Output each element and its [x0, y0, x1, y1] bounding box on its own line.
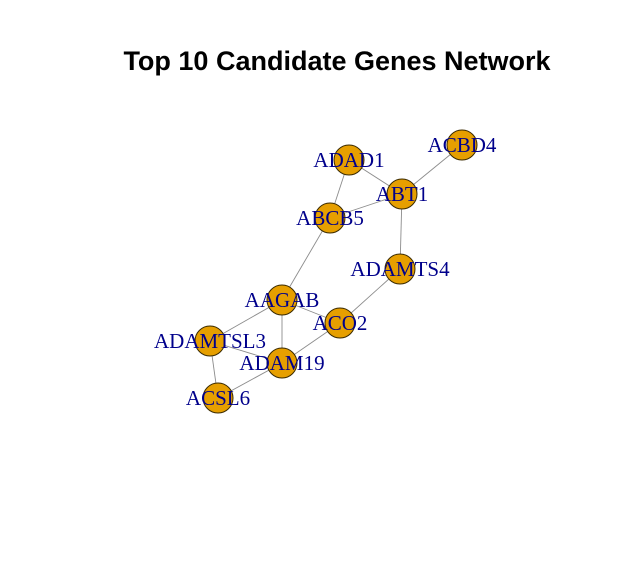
- node-adamts4: [384, 253, 416, 285]
- edge-abcb5-aagab: [281, 217, 331, 301]
- node-adamtsl3: [194, 325, 226, 357]
- nodes-layer: [194, 129, 478, 414]
- node-acbd4: [446, 129, 478, 161]
- node-label-adam19: ADAM19: [239, 351, 324, 375]
- node-label-abt1: ABT1: [376, 182, 429, 206]
- node-label-adamtsl3: ADAMTSL3: [154, 329, 266, 353]
- node-adad1: [333, 144, 365, 176]
- node-aagab: [266, 284, 298, 316]
- node-adam19: [266, 347, 298, 379]
- node-label-acbd4: ACBD4: [428, 133, 497, 157]
- node-abt1: [386, 178, 418, 210]
- node-label-adad1: ADAD1: [313, 148, 384, 172]
- chart-title: Top 10 Candidate Genes Network: [123, 46, 551, 76]
- node-aco2: [324, 307, 356, 339]
- node-label-abcb5: ABCB5: [296, 206, 364, 230]
- node-acsl6: [202, 382, 234, 414]
- node-label-aco2: ACO2: [313, 311, 368, 335]
- node-label-acsl6: ACSL6: [186, 386, 250, 410]
- node-abcb5: [314, 202, 346, 234]
- node-label-aagab: AAGAB: [245, 288, 320, 312]
- node-label-adamts4: ADAMTS4: [350, 257, 450, 281]
